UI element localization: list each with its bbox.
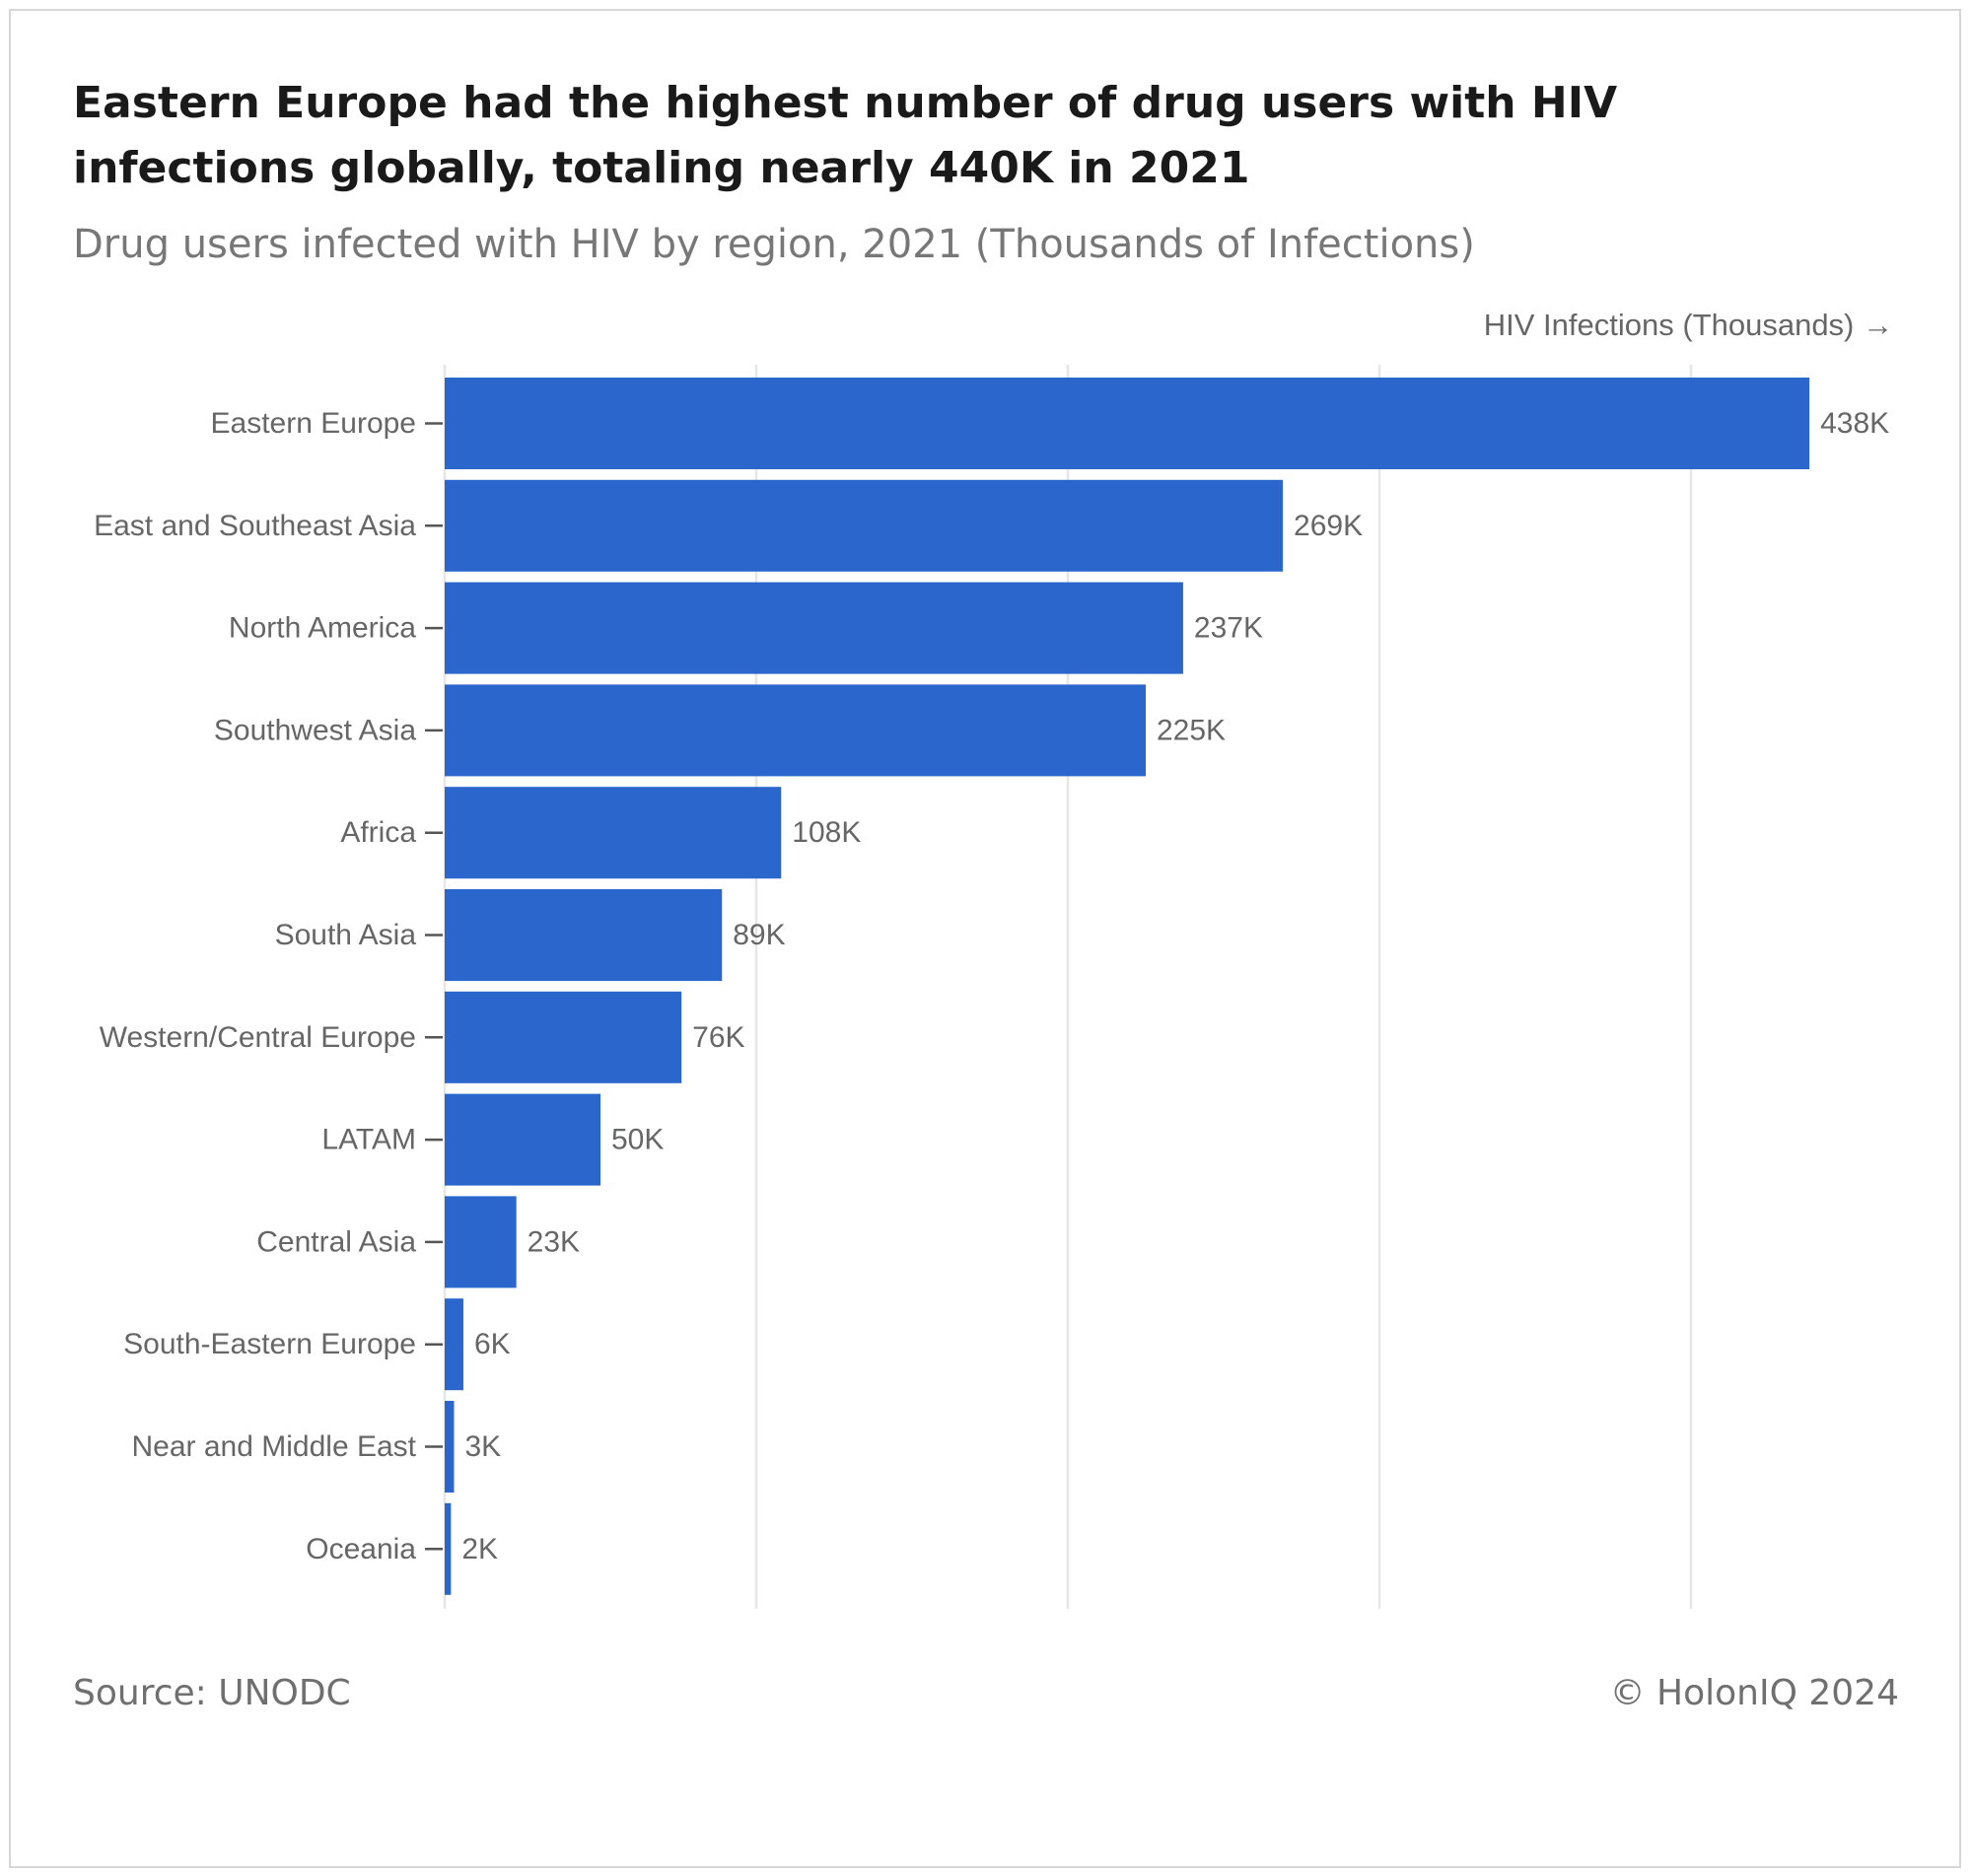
data-label: 2K [461, 1533, 498, 1565]
chart-card [9, 9, 1961, 1868]
bar [445, 889, 723, 981]
bar [445, 1093, 600, 1186]
bar [445, 1502, 452, 1595]
data-label: 6K [474, 1328, 511, 1360]
bar [445, 1401, 455, 1493]
chart-subtitle: Drug users infected with HIV by region, … [73, 222, 1475, 267]
copyright-note: © HolonIQ 2024 [1609, 1673, 1899, 1713]
data-label: 438K [1820, 407, 1889, 440]
data-label: 76K [692, 1021, 744, 1054]
category-label: South Asia [275, 919, 417, 951]
bar [445, 1298, 463, 1391]
gridlines [443, 365, 1693, 1609]
category-label: Eastern Europe [211, 407, 416, 440]
category-label: Near and Middle East [132, 1430, 417, 1463]
x-axis-title: HIV Infections (Thousands) → [1484, 308, 1893, 342]
bar [445, 378, 1810, 469]
category-label: North America [229, 612, 416, 645]
chart-title: Eastern Europe had the highest number of… [73, 78, 1618, 193]
data-label: 23K [528, 1225, 580, 1258]
data-label: 50K [611, 1124, 664, 1156]
data-label: 269K [1294, 510, 1363, 542]
bar [445, 582, 1183, 674]
data-label: 3K [464, 1430, 501, 1463]
bars [445, 378, 1810, 1595]
category-label: Western/Central Europe [100, 1021, 416, 1054]
source-note: Source: UNODC [73, 1673, 351, 1713]
bar [445, 479, 1284, 572]
category-label: LATAM [321, 1124, 416, 1156]
bar [445, 991, 682, 1083]
data-label: 237K [1194, 612, 1263, 645]
data-label: 108K [792, 816, 861, 849]
bar [445, 1196, 517, 1288]
category-label: Oceania [306, 1533, 416, 1565]
category-labels: Eastern Europe East and Southeast Asia Nor… [94, 407, 443, 1565]
data-label: 225K [1157, 714, 1226, 746]
category-label: Africa [340, 816, 416, 849]
bar [445, 787, 782, 879]
data-label: 89K [733, 919, 785, 951]
category-label: Southwest Asia [214, 714, 416, 746]
category-label: South-Eastern Europe [123, 1328, 416, 1360]
data-labels: 438K 269K 237K 225K 108K 89K 76K 50K 23K 6K 3K 2K [461, 407, 1889, 1565]
category-label: East and Southeast Asia [94, 510, 416, 542]
category-label: Central Asia [256, 1225, 416, 1258]
bar [445, 684, 1146, 777]
